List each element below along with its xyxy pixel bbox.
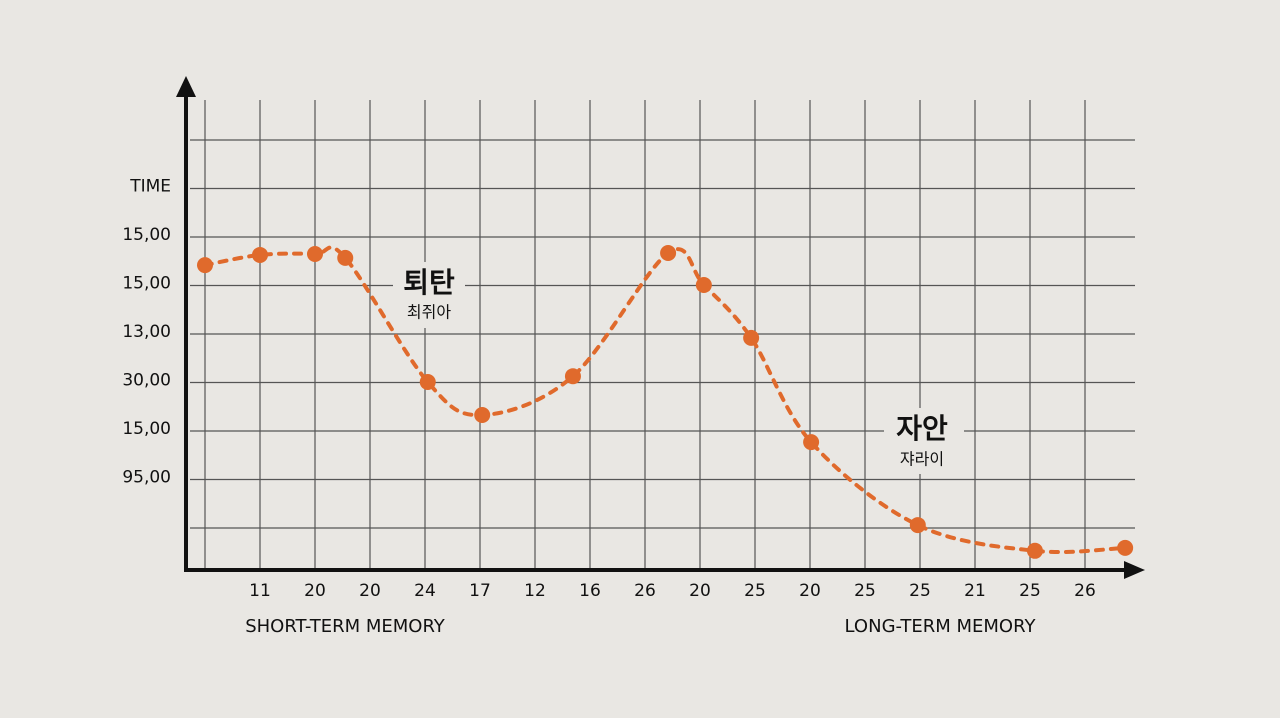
point — [307, 245, 323, 262]
point — [743, 329, 760, 346]
x-tick-label: 21 — [964, 581, 986, 601]
point — [803, 434, 820, 451]
y-tick-label: 13,00 — [122, 322, 171, 342]
point — [909, 517, 926, 534]
point — [474, 406, 491, 423]
x-tick-label: 25 — [1019, 581, 1041, 601]
x-tick-label: 24 — [414, 581, 436, 601]
point — [564, 368, 581, 385]
x-tick-label: 20 — [689, 581, 711, 601]
x-label: LONG-TERM MEMORY — [845, 616, 1037, 637]
point — [252, 246, 268, 263]
x-tick-label: 20 — [359, 581, 381, 601]
x-tick-label: 25 — [854, 581, 876, 601]
point — [660, 245, 677, 262]
point — [337, 249, 354, 266]
point — [419, 374, 436, 391]
grid — [190, 100, 1135, 570]
x-axis-arrow — [1124, 561, 1145, 579]
y-tick-label: 15,00 — [122, 225, 171, 245]
annotation-subtitle: 쟈라이 — [900, 450, 944, 469]
x-tick-label: 20 — [304, 581, 326, 601]
point — [695, 277, 712, 294]
y-tick-label: 95,00 — [122, 468, 171, 488]
x-tick-label: 26 — [1074, 581, 1096, 601]
annotation-title: 퇴탄 — [403, 266, 455, 299]
annotation-bg — [393, 262, 465, 328]
annotation-bg — [884, 408, 964, 474]
x-tick-label: 12 — [524, 581, 546, 601]
line — [203, 245, 1128, 554]
x-tick-label: 26 — [634, 581, 656, 601]
annotation-title: 자안 — [896, 412, 948, 445]
point — [1026, 542, 1043, 559]
y-tick-label: 15,00 — [122, 274, 171, 294]
x-tick-label: 25 — [744, 581, 766, 601]
y-tick-label: TIME — [129, 177, 171, 197]
x-tick-label: 20 — [799, 581, 821, 601]
x-tick-label: 25 — [909, 581, 931, 601]
y-axis-arrow — [176, 76, 196, 97]
point — [197, 257, 213, 274]
y-tick-label: 30,00 — [122, 371, 171, 391]
annotation-subtitle: 최쥐아 — [407, 303, 451, 322]
x-tick-label: 17 — [469, 581, 491, 601]
x-tick-label: 16 — [579, 581, 601, 601]
x-tick-label: 11 — [249, 581, 271, 601]
x-label: SHORT-TERM MEMORY — [245, 616, 446, 637]
y-tick-label: 15,00 — [122, 419, 171, 439]
point — [1117, 539, 1134, 556]
